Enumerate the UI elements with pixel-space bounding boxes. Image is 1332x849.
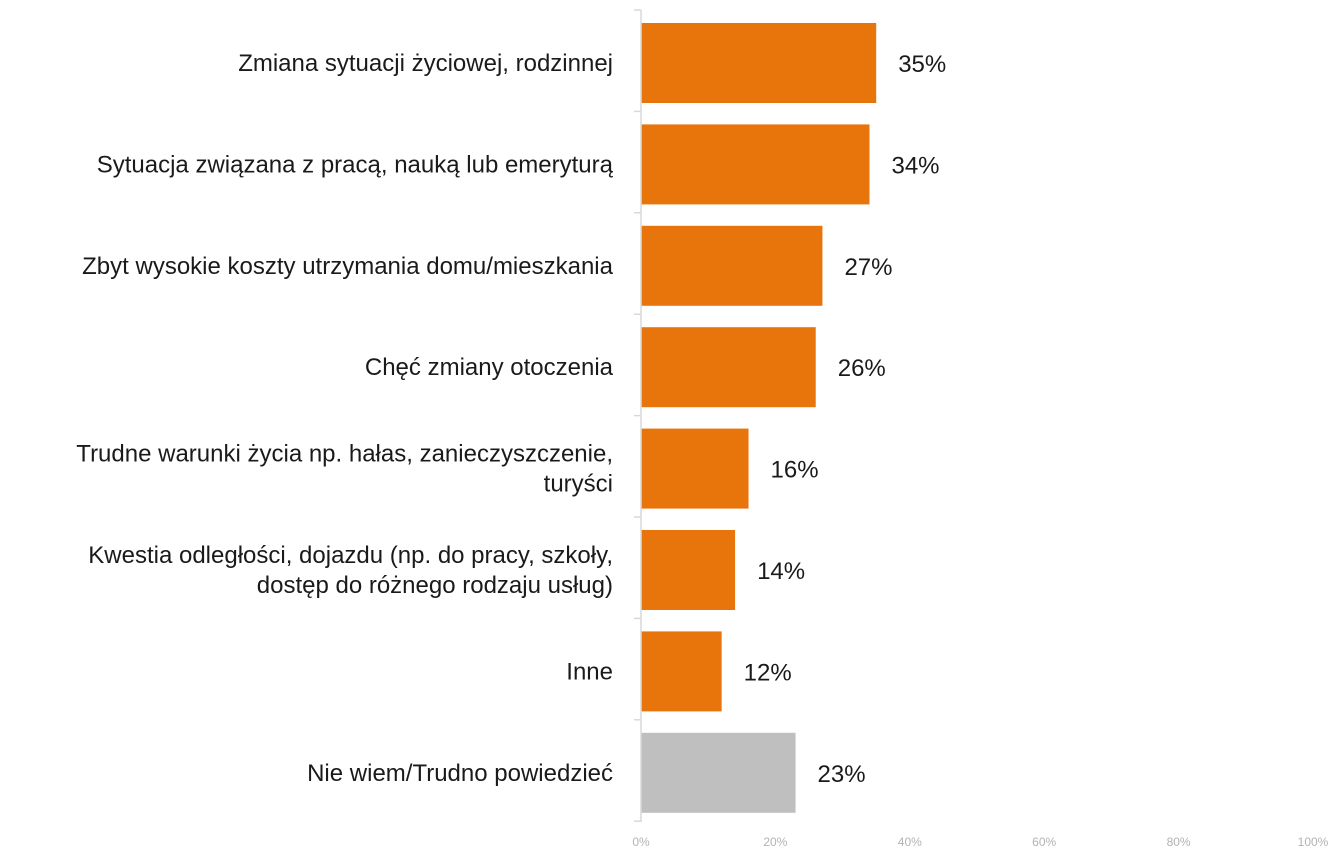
data-label: 12%: [744, 659, 792, 686]
x-tick-label: 20%: [763, 835, 787, 849]
data-label: 14%: [757, 558, 805, 585]
x-tick-label: 100%: [1298, 835, 1329, 849]
data-label: 27%: [844, 254, 892, 281]
category-label: Nie wiem/Trudno powiedzieć: [307, 760, 613, 787]
bar: [641, 23, 877, 103]
category-label-line: Kwestia odległości, dojazdu (np. do prac…: [88, 542, 613, 569]
x-tick-label: 40%: [898, 835, 922, 849]
category-label-line: turyści: [544, 471, 613, 498]
data-label: 35%: [898, 51, 946, 78]
x-tick-labels-group: 0% 20% 40% 60% 80% 100%: [632, 835, 1328, 849]
x-tick-label: 60%: [1032, 835, 1056, 849]
category-label: Trudne warunki życia np. hałas, zanieczy…: [76, 441, 613, 498]
category-label-line: Trudne warunki życia np. hałas, zanieczy…: [76, 441, 613, 468]
category-labels-group: Zmiana sytuacji życiowej, rodzinnej Sytua…: [76, 50, 613, 787]
bar: [641, 631, 722, 712]
category-label-line: Nie wiem/Trudno powiedzieć: [307, 760, 613, 787]
category-label: Zmiana sytuacji życiowej, rodzinnej: [238, 50, 613, 77]
category-label: Kwestia odległości, dojazdu (np. do prac…: [88, 542, 613, 599]
category-label: Inne: [566, 658, 613, 685]
x-tick-label: 0%: [632, 835, 650, 849]
y-axis-group: [634, 9, 642, 822]
bar: [641, 327, 816, 408]
category-label-line: dostęp do różnego rodzaju usług): [257, 572, 613, 599]
category-label-line: Chęć zmiany otoczenia: [365, 354, 614, 381]
category-label-line: Inne: [566, 658, 613, 685]
category-label: Chęć zmiany otoczenia: [365, 354, 614, 381]
bars-group: [641, 23, 877, 813]
category-label-line: Zmiana sytuacji życiowej, rodzinnej: [238, 50, 613, 77]
data-label: 34%: [891, 152, 939, 179]
category-label-line: Sytuacja związana z pracą, nauką lub eme…: [97, 151, 614, 178]
data-label: 16%: [771, 457, 819, 484]
category-label-line: Zbyt wysokie koszty utrzymania domu/mies…: [82, 253, 614, 280]
category-label: Zbyt wysokie koszty utrzymania domu/mies…: [82, 253, 614, 280]
bar: [641, 732, 796, 813]
data-label: 26%: [838, 355, 886, 382]
bar: [641, 124, 870, 205]
bar: [641, 428, 749, 509]
category-label: Sytuacja związana z pracą, nauką lub eme…: [97, 151, 614, 178]
data-label: 23%: [818, 761, 866, 788]
value-labels-group: 35% 34% 27% 26% 16% 14% 12% 23%: [744, 51, 947, 788]
x-tick-label: 80%: [1167, 835, 1191, 849]
bar: [641, 530, 736, 610]
bar: [641, 225, 823, 306]
